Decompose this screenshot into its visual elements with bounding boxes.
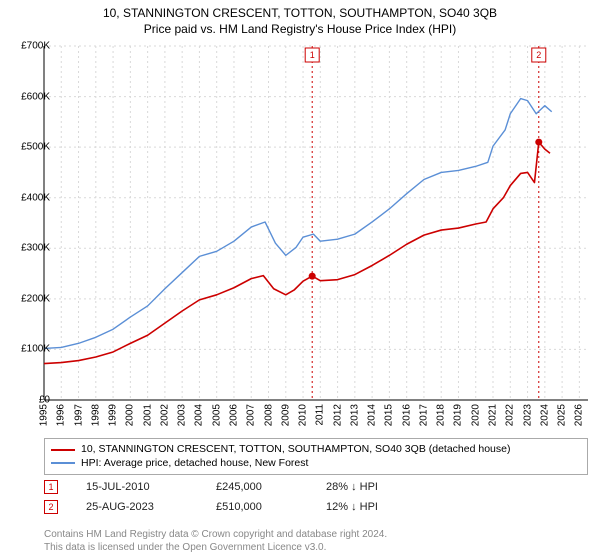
legend-row: 10, STANNINGTON CRESCENT, TOTTON, SOUTHA… <box>51 443 581 457</box>
xtick-label: 2018 <box>436 404 447 426</box>
xtick-label: 1999 <box>108 404 119 426</box>
xtick-label: 1997 <box>73 404 84 426</box>
xtick-label: 2005 <box>211 404 222 426</box>
xtick-label: 2012 <box>332 404 343 426</box>
xtick-label: 2017 <box>418 404 429 426</box>
xtick-label: 2023 <box>522 404 533 426</box>
xtick-label: 2003 <box>177 404 188 426</box>
sale-date: 15-JUL-2010 <box>86 481 216 493</box>
xtick-label: 2002 <box>159 404 170 426</box>
sale-marker-icon: 1 <box>44 480 58 494</box>
svg-text:2: 2 <box>536 50 541 60</box>
xtick-label: 2024 <box>539 404 550 426</box>
xtick-label: 2025 <box>557 404 568 426</box>
legend: 10, STANNINGTON CRESCENT, TOTTON, SOUTHA… <box>44 438 588 475</box>
ytick-label: £200K <box>21 293 50 304</box>
xtick-label: 2008 <box>263 404 274 426</box>
xtick-label: 2015 <box>384 404 395 426</box>
xtick-label: 2021 <box>488 404 499 426</box>
ytick-label: £400K <box>21 192 50 203</box>
xtick-label: 2016 <box>401 404 412 426</box>
legend-swatch-pricepaid <box>51 449 75 451</box>
legend-label: 10, STANNINGTON CRESCENT, TOTTON, SOUTHA… <box>81 443 510 457</box>
sale-marker-num: 1 <box>48 482 53 492</box>
sale-marker-icon: 2 <box>44 500 58 514</box>
sale-hpi: 28% ↓ HPI <box>326 481 446 493</box>
legend-swatch-hpi <box>51 462 75 464</box>
sale-row: 2 25-AUG-2023 £510,000 12% ↓ HPI <box>44 500 588 514</box>
xtick-label: 2004 <box>194 404 205 426</box>
xtick-label: 2020 <box>470 404 481 426</box>
xtick-label: 2019 <box>453 404 464 426</box>
xtick-label: 2014 <box>367 404 378 426</box>
ytick-label: £100K <box>21 344 50 355</box>
footer-line1: Contains HM Land Registry data © Crown c… <box>44 529 588 542</box>
chart-area: 12 <box>44 46 588 424</box>
xtick-label: 2009 <box>280 404 291 426</box>
ytick-label: £300K <box>21 243 50 254</box>
legend-row: HPI: Average price, detached house, New … <box>51 457 581 471</box>
chart-titles: 10, STANNINGTON CRESCENT, TOTTON, SOUTHA… <box>0 0 600 36</box>
xtick-label: 2000 <box>125 404 136 426</box>
xtick-label: 2001 <box>142 404 153 426</box>
xtick-label: 1998 <box>90 404 101 426</box>
sale-row: 1 15-JUL-2010 £245,000 28% ↓ HPI <box>44 480 588 494</box>
sale-price: £245,000 <box>216 481 326 493</box>
footer: Contains HM Land Registry data © Crown c… <box>44 529 588 554</box>
xtick-label: 2010 <box>298 404 309 426</box>
sale-date: 25-AUG-2023 <box>86 501 216 513</box>
xtick-label: 2026 <box>574 404 585 426</box>
xtick-label: 2022 <box>505 404 516 426</box>
title-address: 10, STANNINGTON CRESCENT, TOTTON, SOUTHA… <box>0 6 600 20</box>
xtick-label: 1996 <box>56 404 67 426</box>
ytick-label: £500K <box>21 142 50 153</box>
ytick-label: £700K <box>21 41 50 52</box>
ytick-label: £600K <box>21 91 50 102</box>
svg-text:1: 1 <box>310 50 315 60</box>
footer-line2: This data is licensed under the Open Gov… <box>44 542 588 555</box>
xtick-label: 2006 <box>228 404 239 426</box>
xtick-label: 1995 <box>39 404 50 426</box>
xtick-label: 2013 <box>349 404 360 426</box>
sale-hpi: 12% ↓ HPI <box>326 501 446 513</box>
sale-marker-num: 2 <box>48 502 53 512</box>
xtick-label: 2011 <box>315 404 326 426</box>
title-subtitle: Price paid vs. HM Land Registry's House … <box>0 22 600 36</box>
sale-price: £510,000 <box>216 501 326 513</box>
chart-svg: 12 <box>44 46 588 400</box>
xtick-label: 2007 <box>246 404 257 426</box>
legend-label: HPI: Average price, detached house, New … <box>81 457 308 471</box>
